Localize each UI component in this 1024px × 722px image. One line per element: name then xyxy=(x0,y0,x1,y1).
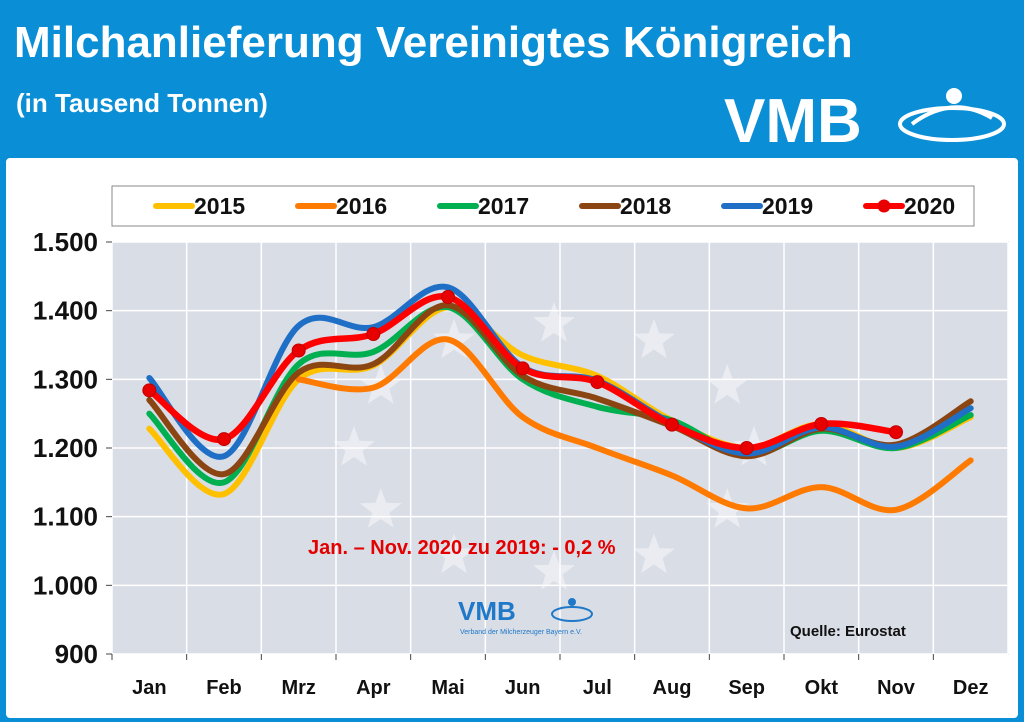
x-tick-label: Sep xyxy=(728,677,765,699)
x-tick-label: Okt xyxy=(805,677,839,699)
x-tick-label: Mrz xyxy=(281,677,315,699)
x-tick-label: Jan xyxy=(132,677,166,699)
legend-label-2017: 2017 xyxy=(478,193,529,219)
data-point-2020 xyxy=(142,383,157,398)
eu-star-icon xyxy=(633,318,675,359)
x-axis-ticks: Jan Feb Mrz Apr Mai Jun Jul Aug Sep Okt Nov Dez xyxy=(111,654,989,699)
watermark-logo-text: VMB xyxy=(458,596,516,626)
vmb-logo-text: VMB xyxy=(724,87,862,150)
x-tick-label: Feb xyxy=(206,677,242,699)
legend-label-2019: 2019 xyxy=(762,193,813,219)
y-tick-label: 1.300 xyxy=(33,364,98,394)
y-tick-label: 900 xyxy=(55,639,98,669)
data-point-2020 xyxy=(515,361,530,376)
series-line-2016 xyxy=(295,336,974,514)
x-tick-label: Mai xyxy=(431,677,464,699)
x-tick-label: Jul xyxy=(583,677,612,699)
data-point-2020 xyxy=(366,327,381,342)
data-point-2020 xyxy=(590,375,605,390)
data-point-2020 xyxy=(739,441,754,455)
y-tick-label: 1.100 xyxy=(33,502,98,532)
vmb-watermark-logo: VMB Verband der Milcherzeuger Bayern e.V… xyxy=(458,596,593,636)
legend-marker-2020 xyxy=(877,199,891,213)
eu-star-icon xyxy=(706,364,749,404)
milk-delivery-chart: 900 1.000 1.100 1.200 1.300 1.400 1.500 Jan Feb… xyxy=(33,185,1009,699)
eu-star-icon xyxy=(633,533,675,574)
header: Milchanlieferung Vereinigtes Königreich … xyxy=(0,0,1024,150)
y-tick-label: 1.400 xyxy=(33,296,98,326)
data-point-2020 xyxy=(889,425,903,440)
eu-star-icon xyxy=(359,488,402,528)
series-line-2020 xyxy=(146,293,900,452)
x-tick-label: Nov xyxy=(877,677,916,699)
vmb-swoosh-icon xyxy=(898,88,1006,142)
y-tick-label: 1.200 xyxy=(33,433,98,463)
x-tick-label: Apr xyxy=(356,677,391,699)
x-tick-label: Dez xyxy=(953,677,989,699)
y-tick-label: 1.000 xyxy=(33,570,98,600)
page-subtitle: (in Tausend Tonnen) xyxy=(16,88,268,118)
eu-star-icon xyxy=(333,426,375,466)
series-markers xyxy=(142,289,903,455)
data-point-2020 xyxy=(217,432,231,447)
eu-star-icon xyxy=(533,550,575,590)
legend-items: 2015 2016 2017 2018 2019 2020 xyxy=(153,193,955,219)
eu-star-icon xyxy=(533,302,575,342)
x-tick-label: Jun xyxy=(505,677,541,699)
legend-label-2015: 2015 xyxy=(194,193,245,219)
data-point-2020 xyxy=(814,416,829,431)
data-point-2020 xyxy=(291,343,306,358)
x-tick-label: Aug xyxy=(653,677,692,699)
eu-star-icon xyxy=(706,488,749,528)
eu-star-icon xyxy=(433,533,475,574)
legend-label-2020: 2020 xyxy=(904,193,955,219)
y-tick-label: 1.500 xyxy=(33,227,98,257)
legend xyxy=(111,185,975,227)
vmb-logo: VMB xyxy=(724,87,1006,150)
data-point-2020 xyxy=(441,289,455,304)
legend-label-2018: 2018 xyxy=(620,193,671,219)
source-text: Quelle: Eurostat xyxy=(790,623,906,640)
data-point-2020 xyxy=(665,417,679,432)
chart-panel: 900 1.000 1.100 1.200 1.300 1.400 1.500 Jan Feb… xyxy=(4,156,1020,720)
y-axis-ticks: 900 1.000 1.100 1.200 1.300 1.400 1.500 xyxy=(33,227,112,669)
watermark-caption: Verband der Milcherzeuger Bayern e.V. xyxy=(460,629,582,636)
watermark-swoosh-icon xyxy=(551,598,593,622)
page-title: Milchanlieferung Vereinigtes Königreich xyxy=(14,18,853,67)
legend-label-2016: 2016 xyxy=(336,193,387,219)
annotation-text: Jan. – Nov. 2020 zu 2019: - 0,2 % xyxy=(308,537,616,559)
